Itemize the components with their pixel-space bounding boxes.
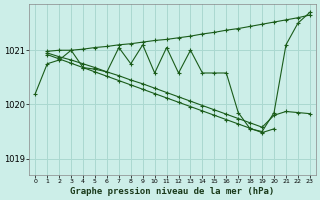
X-axis label: Graphe pression niveau de la mer (hPa): Graphe pression niveau de la mer (hPa) [70,187,275,196]
